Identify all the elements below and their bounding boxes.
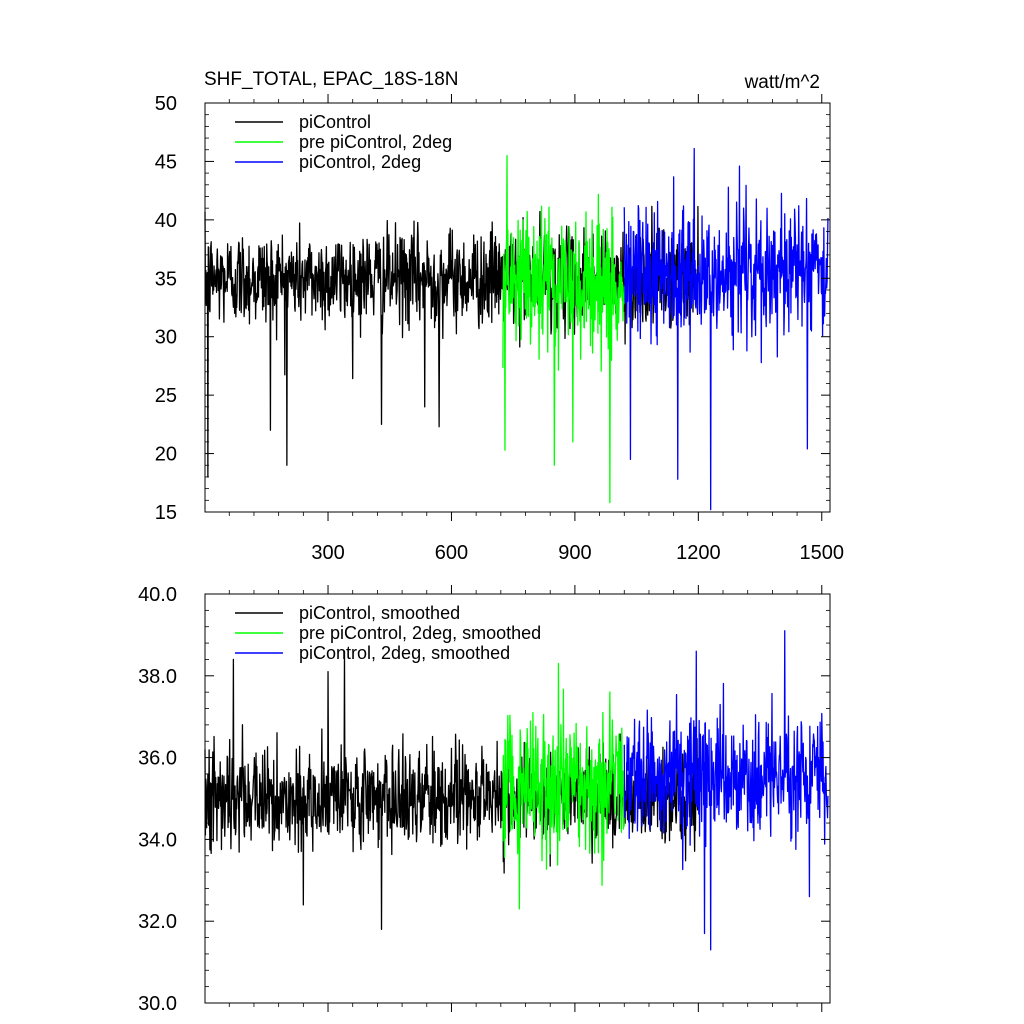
y-tick-label: 40.0	[138, 584, 177, 606]
y-tick-label: 45	[155, 151, 177, 173]
series-line-2	[623, 630, 829, 951]
x-tick-label: 300	[311, 542, 344, 564]
legend-label: piControl, 2deg	[299, 152, 421, 172]
y-tick-label: 40	[155, 210, 177, 232]
y-tick-label: 30.0	[138, 993, 177, 1015]
y-tick-label: 36.0	[138, 748, 177, 770]
units-label: watt/m^2	[744, 72, 820, 93]
y-tick-label: 35	[155, 268, 177, 290]
y-tick-label: 38.0	[138, 666, 177, 688]
legend-label: piControl, smoothed	[299, 603, 460, 623]
x-tick-label: 900	[558, 542, 591, 564]
top-panel: SHF_TOTAL, EPAC_18S-18N watt/m^2 300 600 9…	[155, 69, 844, 564]
y-tick-label: 15	[155, 502, 177, 524]
y-tick-label: 20	[155, 444, 177, 466]
y-tick-label: 34.0	[138, 829, 177, 851]
series-line-0	[204, 650, 699, 931]
series-line-2	[623, 147, 829, 511]
legend-label: pre piControl, 2deg	[299, 132, 452, 152]
series-line-1	[502, 662, 625, 910]
bottom-panel: 30.0 32.0 34.0 36.0 38.0 40.0 piControl, smoot…	[138, 584, 831, 1015]
x-tick-label: 1500	[800, 542, 845, 564]
legend-label: piControl	[299, 112, 371, 132]
x-tick-label: 1200	[676, 542, 721, 564]
legend-label: pre piControl, 2deg, smoothed	[299, 623, 541, 643]
y-tick-label: 32.0	[138, 911, 177, 933]
y-tick-label: 50	[155, 93, 177, 115]
legend-label: piControl, 2deg, smoothed	[299, 643, 510, 663]
series-line-1	[502, 154, 625, 504]
x-tick-label: 600	[435, 542, 468, 564]
plot-frame	[204, 593, 831, 1004]
y-tick-label: 30	[155, 327, 177, 349]
y-tick-label: 25	[155, 385, 177, 407]
plot-frame	[204, 102, 831, 513]
chart-title: SHF_TOTAL, EPAC_18S-18N	[204, 69, 459, 90]
